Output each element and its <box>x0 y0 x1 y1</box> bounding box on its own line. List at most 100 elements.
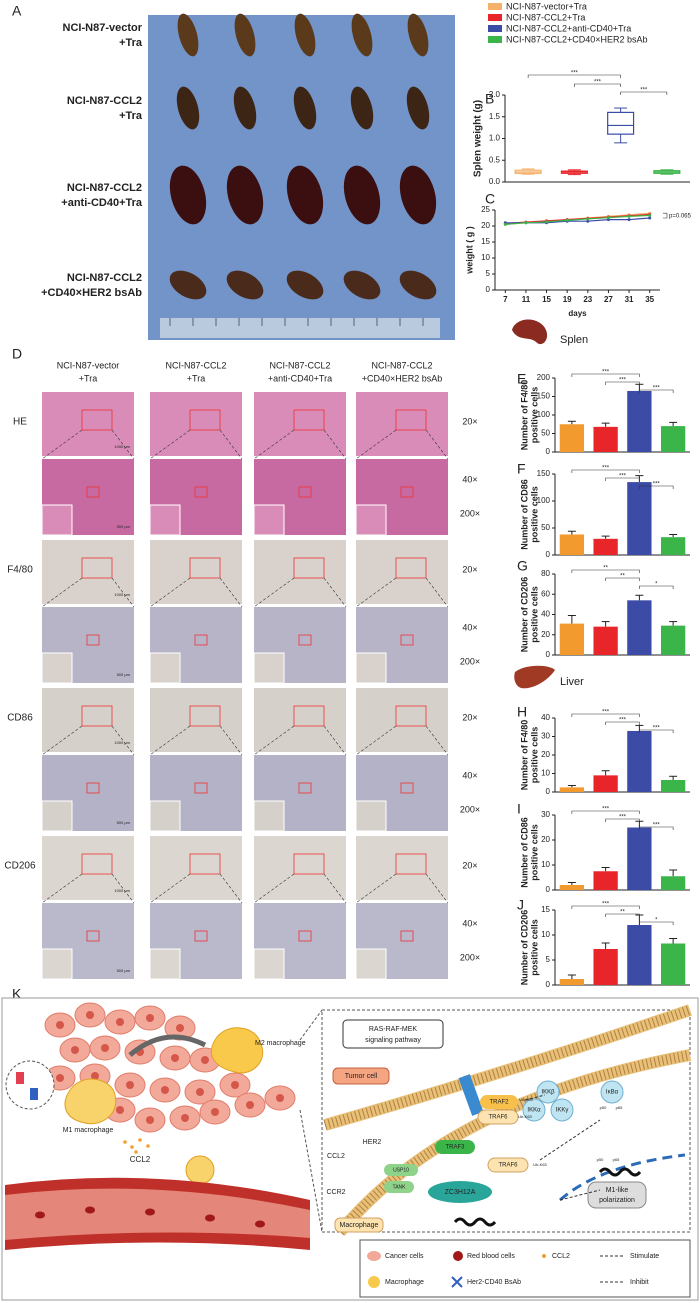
nucleus <box>171 1054 179 1062</box>
magnification: 200× <box>460 508 480 518</box>
nucleus <box>91 1072 99 1080</box>
diagram-label: M1 macrophage <box>63 1127 114 1134</box>
m1-macrophage <box>64 1078 117 1125</box>
legend-label: Inhibit <box>630 1279 649 1286</box>
spleen <box>399 270 437 300</box>
point <box>586 219 590 223</box>
annotation-bracket <box>663 212 668 219</box>
row-label: HE <box>13 417 27 428</box>
significance-bracket <box>571 713 640 717</box>
significance-label: *** <box>602 370 610 376</box>
magnification: 40× <box>462 474 477 484</box>
red-blood-cell <box>35 1211 45 1219</box>
zoom-line <box>111 429 135 460</box>
spleen <box>406 86 430 130</box>
nucleus <box>146 1014 154 1022</box>
zoom-box <box>189 557 221 579</box>
y-tick-label: 1.0 <box>489 134 501 143</box>
bar <box>593 871 618 890</box>
point <box>606 216 610 220</box>
y-axis-label: positive cells <box>529 486 539 543</box>
y-tick-label: 0 <box>546 885 551 894</box>
nucleus <box>126 1081 134 1089</box>
panel-label: B <box>485 91 494 107</box>
inset <box>253 800 285 832</box>
zoom-box <box>298 634 312 646</box>
diagram-label: TRAF2 <box>489 1100 509 1106</box>
zoom-line <box>41 429 83 460</box>
bar <box>559 787 585 792</box>
magnification: 40× <box>462 918 477 928</box>
legend-label: Macrophage <box>385 1279 424 1286</box>
zoom-line <box>299 1009 323 1041</box>
point <box>503 222 507 226</box>
diagram-label: M2 macrophage <box>255 1040 306 1047</box>
spleen <box>350 86 374 130</box>
y-tick-label: 20 <box>541 835 550 844</box>
y-tick-label: 5 <box>546 955 551 964</box>
zoom-line <box>355 577 397 608</box>
micrograph-low <box>150 540 242 604</box>
zoom-line <box>219 429 243 460</box>
y-axis-label: Number of CD206 <box>519 910 529 986</box>
zoom-line <box>355 725 397 756</box>
protein <box>384 1181 414 1193</box>
significance-label: *** <box>653 482 661 488</box>
bar <box>660 779 686 792</box>
m2-macrophage <box>210 1027 263 1074</box>
scale-bar-label: 1000 µm <box>114 888 130 893</box>
nucleus <box>146 1116 154 1124</box>
zoom-line <box>111 725 135 756</box>
nucleus <box>71 1046 79 1054</box>
column-header: NCI-N87-vector <box>57 360 120 370</box>
inset <box>355 948 387 980</box>
zoom-box <box>81 557 113 579</box>
legend-swatch <box>488 25 502 32</box>
legend-label: Her2-CD40 BsAb <box>467 1279 521 1286</box>
point <box>627 214 631 218</box>
panel-label: A <box>12 3 22 19</box>
inset <box>149 652 181 684</box>
significance-label: *** <box>619 718 627 724</box>
y-axis-label: weight ( g ) <box>464 226 474 275</box>
zoom-line <box>149 725 191 756</box>
bar <box>593 626 618 655</box>
bsab-zoom <box>5 1060 55 1110</box>
y-axis-label: positive cells <box>529 387 539 444</box>
zoom-line <box>323 429 347 460</box>
diagram-label: TRAF6 <box>488 1115 508 1121</box>
magnification: 200× <box>460 656 480 666</box>
column-header: NCI-N87-CCL2 <box>371 360 432 370</box>
significance-bracket <box>527 74 621 78</box>
zoom-line <box>41 873 83 904</box>
ccl2-macrophage <box>185 1155 215 1185</box>
spleen-icon <box>512 319 548 345</box>
protein <box>342 1019 444 1049</box>
y-tick-label: 40 <box>541 610 550 619</box>
diagram-label: IκBα <box>606 1090 619 1096</box>
micrograph-low <box>356 836 448 900</box>
y-tick-label: 15 <box>541 905 550 914</box>
zoom-line <box>355 873 397 904</box>
point <box>545 220 549 224</box>
spleen <box>169 270 207 300</box>
bar <box>627 482 652 555</box>
zoom-line <box>253 429 295 460</box>
spleen <box>399 165 437 225</box>
inset <box>253 948 285 980</box>
spleen <box>293 86 317 130</box>
micrograph-low <box>356 540 448 604</box>
y-axis-label: Number of CD86 <box>519 479 529 550</box>
significance-bracket <box>639 485 674 489</box>
inset <box>149 800 181 832</box>
spleen <box>351 13 373 57</box>
legend-label: Stimulate <box>630 1253 659 1260</box>
zoom-line <box>219 577 243 608</box>
significance-label: ** <box>620 910 625 916</box>
nucleus <box>86 1011 94 1019</box>
zoom-line <box>149 429 191 460</box>
point <box>627 218 631 222</box>
nucleus <box>116 1018 124 1026</box>
scale-bar-label: 500 µm <box>117 968 131 973</box>
nucleus <box>56 1021 64 1029</box>
